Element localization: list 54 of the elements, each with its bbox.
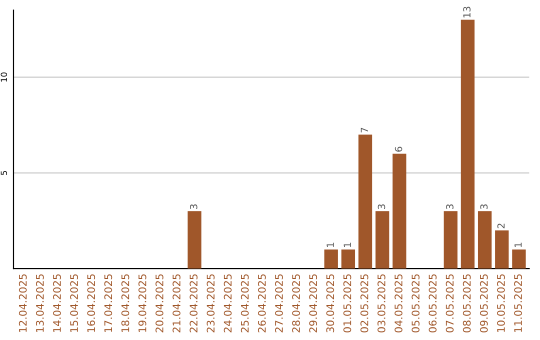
- bar: [392, 154, 406, 269]
- x-tick-label: 26.04.2025: [258, 274, 266, 332]
- x-tick-label: 12.04.2025: [18, 274, 27, 332]
- x-tick-label: 10.05.2025: [497, 274, 505, 332]
- data-label: 1: [326, 242, 334, 247]
- x-tick-label: 25.04.2025: [240, 274, 249, 332]
- x-tick-label: 04.05.2025: [394, 274, 402, 332]
- x-tick-label: 03.05.2025: [377, 274, 386, 332]
- bar: [478, 211, 492, 269]
- x-tick-label: 06.05.2025: [428, 274, 437, 332]
- bar: [358, 134, 372, 269]
- y-tick-label: 5: [0, 170, 8, 175]
- x-tick-label: 27.04.2025: [275, 274, 283, 332]
- bar: [341, 249, 356, 269]
- x-tick-label: 18.04.2025: [121, 274, 130, 332]
- x-tick-label: 19.04.2025: [138, 274, 146, 332]
- x-tick-label: 05.05.2025: [412, 274, 420, 332]
- x-tick-label: 09.05.2025: [480, 274, 488, 332]
- bar: [495, 230, 509, 269]
- x-tick-label: 17.04.2025: [104, 274, 112, 332]
- data-label: 3: [190, 204, 198, 210]
- data-label: 3: [480, 204, 488, 210]
- x-tick-label: 28.04.2025: [292, 274, 300, 332]
- data-label: 1: [514, 242, 522, 247]
- bar: [512, 249, 526, 269]
- x-tick-label: 01.05.2025: [343, 274, 352, 332]
- bar: [444, 211, 458, 269]
- bar: [188, 211, 202, 269]
- x-tick-label: 23.04.2025: [206, 274, 215, 332]
- x-tick-label: 07.05.2025: [446, 274, 454, 332]
- x-tick-label: 15.04.2025: [70, 274, 78, 332]
- x-tick-label: 24.04.2025: [224, 274, 232, 332]
- data-label: 2: [497, 224, 505, 228]
- x-tick-label: 02.05.2025: [360, 274, 368, 332]
- bar: [376, 211, 390, 269]
- x-tick-label: 08.05.2025: [462, 274, 471, 332]
- data-label: 6: [394, 146, 402, 152]
- y-tick-label: 10: [0, 72, 8, 82]
- x-tick-label: 13.04.2025: [36, 274, 44, 332]
- x-tick-label: 30.04.2025: [326, 274, 334, 332]
- data-label: 3: [446, 204, 454, 210]
- data-label: 1: [344, 242, 351, 247]
- data-label: 13: [463, 6, 471, 18]
- x-tick-label: 16.04.2025: [87, 274, 96, 332]
- x-tick-label: 22.04.2025: [190, 274, 198, 332]
- x-tick-label: 20.04.2025: [156, 274, 164, 332]
- x-tick-label: 14.04.2025: [53, 274, 61, 332]
- x-tick-label: 21.04.2025: [172, 274, 180, 332]
- data-label: 7: [360, 128, 368, 132]
- bar: [324, 249, 338, 269]
- x-tick-label: 29.04.2025: [309, 274, 318, 332]
- bar: [460, 20, 475, 269]
- data-label: 3: [378, 204, 386, 210]
- x-tick-label: 11.05.2025: [514, 274, 522, 332]
